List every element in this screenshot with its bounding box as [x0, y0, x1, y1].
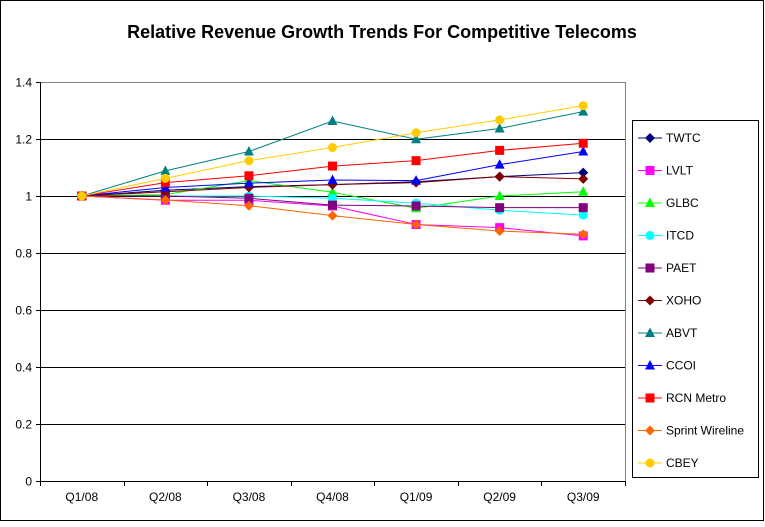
x-tick-label: Q2/09 [483, 490, 516, 504]
legend-entry: Sprint Wireline [638, 424, 744, 438]
legend-entry: PAET [638, 261, 697, 275]
y-tick-label: 1 [25, 190, 32, 204]
legend-marker [645, 295, 655, 306]
legend-marker [645, 360, 655, 370]
data-point [578, 101, 588, 111]
legend-entry: LVLT [638, 164, 694, 178]
legend-label: Sprint Wireline [666, 424, 744, 438]
x-tick-label: Q3/09 [567, 490, 600, 504]
data-point [77, 191, 87, 201]
data-point [411, 175, 422, 185]
legend-marker [645, 231, 655, 240]
x-tick-label: Q1/08 [65, 490, 98, 504]
data-point [243, 146, 254, 156]
y-tick-label: 0.4 [15, 361, 32, 375]
data-point [327, 186, 338, 197]
data-point [244, 171, 254, 181]
data-point [578, 106, 589, 116]
data-point [160, 194, 171, 205]
legend-entry: TWTC [638, 131, 701, 145]
data-point [328, 161, 337, 171]
legend-entry: CCOI [638, 359, 696, 373]
legend-entry: XOHO [638, 294, 701, 308]
legend-marker [645, 133, 655, 143]
legend-label: CBEY [666, 456, 699, 470]
data-point [327, 210, 338, 221]
data-point [244, 193, 254, 203]
legend-label: ABVT [666, 326, 698, 340]
x-tick-label: Q1/09 [400, 490, 433, 504]
legend-entry: ITCD [638, 229, 694, 243]
legend-label: RCN Metro [666, 391, 726, 405]
legend-entries: TWTC LVLT GLBC ITCD PAET XOHO ABVT CCOI RCN Metr… [638, 131, 744, 470]
y-tick-label: 1.2 [15, 133, 32, 147]
series-cbey [77, 101, 588, 201]
data-point [243, 177, 254, 188]
x-axis: Q1/08 Q2/08 Q3/08 Q4/08 Q1/09 Q2/09 Q3/09 [40, 481, 626, 504]
x-tick-label: Q2/08 [149, 490, 182, 504]
legend-marker [645, 458, 655, 468]
legend-label: LVLT [666, 164, 694, 178]
series-group [76, 101, 589, 241]
y-tick-label: 0.8 [15, 247, 32, 261]
data-point [578, 203, 588, 213]
series-abvt [76, 106, 589, 200]
data-point [495, 203, 505, 213]
legend-entry: CBEY [638, 456, 699, 470]
data-point [578, 186, 589, 196]
legend-label: ITCD [666, 229, 694, 243]
data-point [494, 159, 505, 169]
legend-marker [645, 263, 655, 273]
data-point [578, 167, 589, 178]
legend-marker [645, 425, 655, 436]
y-tick-label: 1.4 [15, 76, 32, 90]
legend-label: PAET [666, 261, 697, 275]
y-tick-label: 0 [25, 475, 32, 489]
data-point [328, 200, 337, 210]
data-point [494, 171, 505, 182]
data-point [244, 156, 254, 166]
y-tick-label: 0.2 [15, 418, 32, 432]
data-point [494, 122, 505, 133]
x-tick-label: Q3/08 [233, 490, 266, 504]
data-point [243, 200, 254, 211]
legend-marker [645, 393, 655, 403]
data-point [328, 193, 337, 203]
data-point [578, 146, 589, 156]
data-point [494, 190, 505, 200]
data-point [327, 174, 338, 185]
y-tick-label: 0.6 [15, 304, 32, 318]
legend-marker [645, 197, 655, 207]
data-point [411, 201, 421, 211]
data-point [411, 133, 422, 144]
data-point [578, 138, 588, 148]
legend-label: XOHO [666, 294, 701, 308]
legend-marker [645, 327, 655, 337]
data-point [578, 173, 589, 184]
legend-label: TWTC [666, 131, 701, 145]
data-point [495, 115, 505, 125]
y-axis: 0 0.2 0.4 0.6 0.8 1 1.2 1.4 [15, 76, 41, 489]
data-point [578, 229, 589, 240]
data-point [160, 173, 170, 183]
data-point [411, 156, 421, 166]
data-point [411, 219, 422, 230]
data-point [495, 145, 505, 155]
x-tick-label: Q4/08 [316, 490, 349, 504]
chart-title: Relative Revenue Growth Trends For Compe… [127, 22, 637, 42]
legend-entry: RCN Metro [638, 391, 726, 405]
data-point [494, 226, 505, 237]
data-point [411, 128, 421, 138]
legend-marker [645, 166, 655, 175]
legend-label: CCOI [666, 359, 696, 373]
data-point [327, 115, 338, 126]
data-point [578, 210, 588, 220]
legend-entry: ABVT [638, 326, 698, 340]
data-point [160, 165, 171, 175]
legend-label: GLBC [666, 196, 699, 210]
data-point [328, 143, 337, 153]
legend-entry: GLBC [638, 196, 699, 210]
